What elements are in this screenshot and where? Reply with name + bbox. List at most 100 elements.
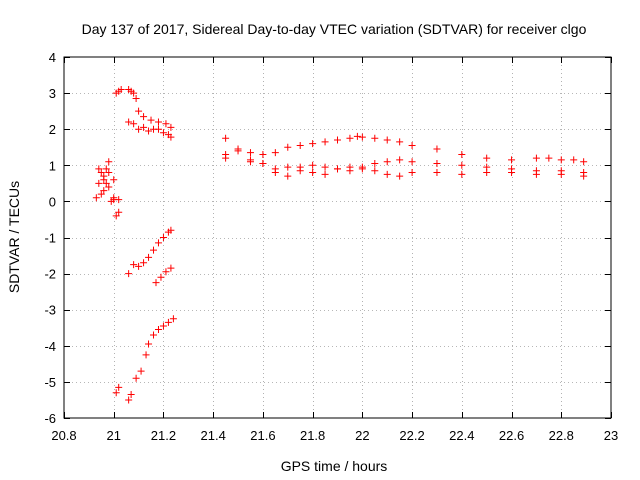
data-point (458, 150, 466, 158)
data-point (102, 165, 110, 173)
plot-frame (63, 56, 612, 419)
data-point (130, 120, 138, 128)
data-point (557, 170, 565, 178)
data-point (140, 113, 148, 121)
data-point (132, 95, 140, 103)
data-point (132, 374, 140, 382)
data-point (167, 133, 175, 141)
x-tick-label: 22.6 (499, 428, 524, 443)
data-point (433, 169, 441, 177)
data-point (167, 226, 175, 234)
data-point (246, 156, 254, 164)
x-tick-label: 21 (106, 428, 120, 443)
x-tick-label: 22.2 (399, 428, 424, 443)
data-point (296, 141, 304, 149)
data-point (102, 179, 110, 187)
data-point (284, 143, 292, 151)
data-point (127, 391, 135, 399)
data-point (95, 179, 103, 187)
data-point (271, 169, 279, 177)
data-point (112, 212, 120, 220)
data-point (159, 234, 167, 241)
data-point (100, 187, 108, 195)
data-point (164, 318, 172, 326)
data-point (259, 159, 267, 167)
data-point (97, 169, 105, 177)
data-point (130, 89, 138, 97)
data-point (259, 150, 267, 158)
data-point (309, 140, 317, 148)
data-point (145, 253, 153, 261)
data-point (222, 154, 230, 162)
data-point (408, 158, 416, 166)
series-drop-near-21 (110, 196, 123, 220)
data-point (321, 138, 329, 146)
data-point (383, 170, 391, 178)
y-tick-label: 2 (49, 122, 56, 137)
data-point (334, 136, 341, 144)
y-axis-label: SDTVAR / TECUs (6, 181, 22, 293)
data-point (483, 154, 491, 162)
data-point (157, 273, 165, 281)
data-point (334, 165, 341, 173)
data-point (246, 149, 254, 157)
data-point (162, 120, 170, 128)
data-point (353, 132, 361, 140)
data-point (125, 118, 133, 126)
data-point (92, 194, 100, 202)
data-point (115, 196, 123, 204)
x-tick-label: 22.4 (449, 428, 474, 443)
series-upper-3 (112, 85, 175, 131)
data-point (570, 156, 578, 164)
data-point (97, 190, 105, 198)
data-point (321, 170, 329, 178)
data-point (167, 123, 175, 131)
data-point (110, 176, 118, 184)
data-point (115, 208, 123, 216)
data-point (130, 261, 138, 269)
series-early-cluster (92, 158, 118, 205)
data-point (105, 158, 113, 166)
data-point (135, 262, 143, 270)
data-point (105, 169, 113, 177)
x-tick-label: 21.8 (300, 428, 325, 443)
data-point (396, 138, 404, 146)
data-point (154, 239, 162, 247)
data-point (383, 158, 391, 166)
y-axis-tick-labels: -6 -5 -4 -3 -2 -1 0 1 2 3 4 (44, 50, 56, 426)
grid-lines (64, 57, 611, 418)
y-tick-label: 3 (49, 86, 56, 101)
data-point (145, 340, 153, 348)
y-tick-label: 1 (49, 158, 56, 173)
data-point (358, 133, 366, 141)
data-point (135, 107, 143, 115)
series-lower-track (222, 154, 588, 180)
data-point (483, 169, 491, 177)
y-tick-label: 4 (49, 50, 56, 65)
data-point (159, 129, 167, 137)
data-point (284, 163, 292, 171)
data-point (508, 156, 516, 164)
data-point (115, 383, 123, 391)
data-point (408, 169, 416, 177)
data-point (154, 118, 162, 126)
data-point (358, 163, 366, 171)
data-point (580, 158, 588, 166)
data-point (396, 156, 404, 164)
data-point (135, 125, 143, 133)
chart-title: Day 137 of 2017, Sidereal Day-to-day VTE… (82, 21, 587, 37)
data-point (284, 172, 292, 180)
data-point (309, 161, 317, 169)
data-point (433, 159, 441, 167)
data-point (234, 147, 242, 155)
data-point (408, 141, 416, 149)
data-point (532, 154, 540, 162)
data-point (508, 169, 516, 177)
data-point (296, 167, 304, 175)
y-tick-label: -6 (44, 411, 56, 426)
data-point (346, 134, 354, 142)
data-point (396, 172, 404, 180)
data-point (125, 270, 133, 278)
data-point (150, 246, 158, 254)
